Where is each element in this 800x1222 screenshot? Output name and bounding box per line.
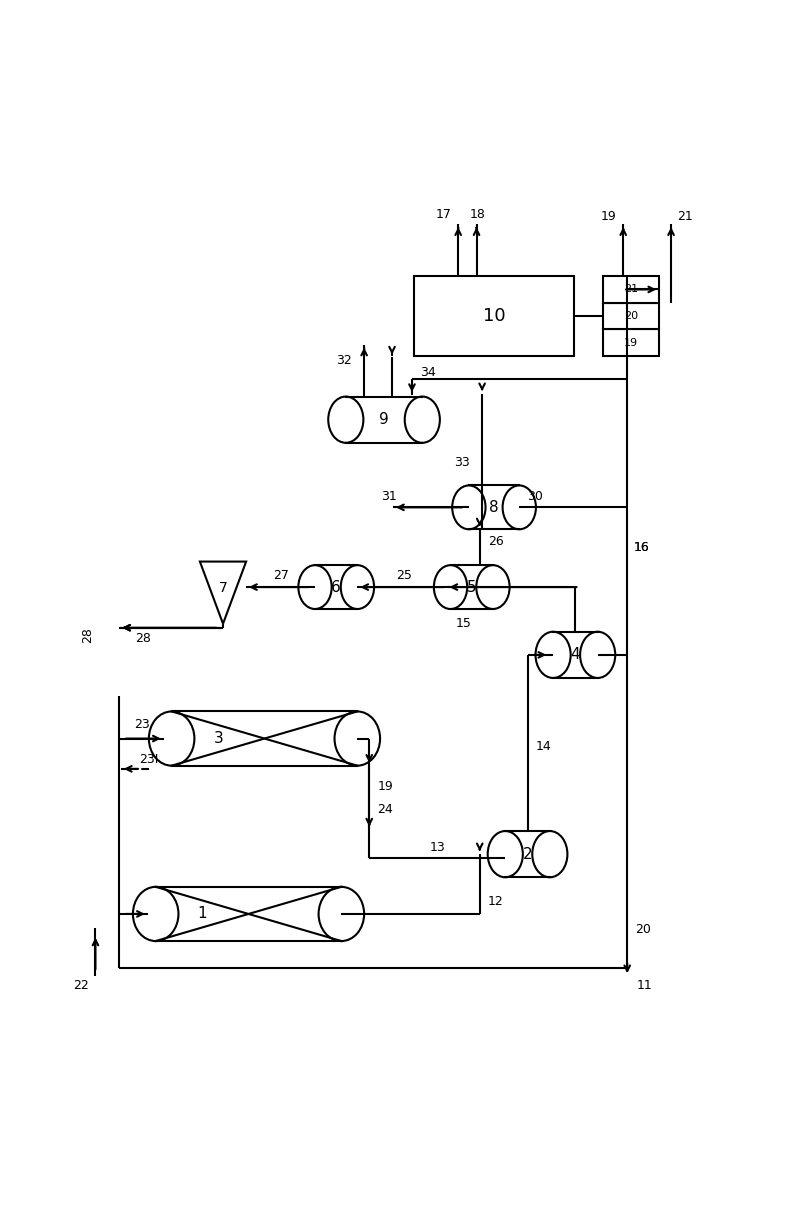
Text: 22: 22 — [74, 979, 89, 992]
Polygon shape — [172, 711, 358, 766]
Text: 16: 16 — [634, 540, 650, 554]
Ellipse shape — [328, 397, 363, 442]
Text: 13: 13 — [430, 841, 445, 854]
Ellipse shape — [434, 565, 467, 609]
Text: 6: 6 — [331, 579, 341, 595]
Polygon shape — [315, 565, 358, 609]
Text: 10: 10 — [482, 307, 506, 325]
Text: 25: 25 — [396, 568, 412, 582]
Polygon shape — [200, 562, 246, 623]
Text: 23I: 23I — [139, 753, 158, 766]
Text: 33: 33 — [454, 456, 470, 469]
Text: 8: 8 — [490, 500, 499, 514]
Text: 28: 28 — [135, 632, 151, 645]
Text: 5: 5 — [467, 579, 477, 595]
Text: 9: 9 — [379, 412, 389, 428]
Text: 21: 21 — [624, 285, 638, 295]
Text: 20: 20 — [624, 312, 638, 321]
Ellipse shape — [502, 485, 536, 529]
Polygon shape — [450, 565, 493, 609]
Ellipse shape — [476, 565, 510, 609]
Text: 2: 2 — [522, 847, 532, 862]
Ellipse shape — [535, 632, 570, 678]
Polygon shape — [506, 831, 550, 877]
Text: 32: 32 — [337, 354, 352, 367]
Text: 30: 30 — [527, 490, 543, 502]
Text: 11: 11 — [637, 979, 653, 992]
Text: 34: 34 — [420, 367, 436, 379]
Ellipse shape — [341, 565, 374, 609]
Polygon shape — [156, 887, 342, 941]
Ellipse shape — [334, 711, 380, 766]
Text: 19: 19 — [378, 780, 393, 793]
Text: 12: 12 — [488, 896, 503, 908]
Ellipse shape — [298, 565, 332, 609]
Text: 31: 31 — [382, 490, 397, 502]
Polygon shape — [553, 632, 598, 678]
Ellipse shape — [318, 887, 364, 941]
Polygon shape — [346, 397, 422, 442]
Bar — [603, 303, 659, 329]
Text: 3: 3 — [214, 731, 223, 747]
Ellipse shape — [149, 711, 194, 766]
Text: 20: 20 — [635, 924, 651, 936]
Text: 26: 26 — [488, 535, 503, 547]
Text: 27: 27 — [273, 568, 289, 582]
Ellipse shape — [580, 632, 615, 678]
Text: 15: 15 — [456, 617, 472, 629]
Ellipse shape — [452, 485, 486, 529]
Text: 7: 7 — [218, 580, 227, 595]
Text: 24: 24 — [378, 803, 393, 816]
Ellipse shape — [133, 887, 178, 941]
Polygon shape — [469, 485, 519, 529]
Bar — [414, 276, 574, 356]
Bar — [603, 329, 659, 356]
Text: 18: 18 — [470, 208, 486, 221]
Text: 19: 19 — [624, 337, 638, 347]
Text: 28: 28 — [81, 627, 94, 643]
Text: 4: 4 — [570, 648, 580, 662]
Text: 17: 17 — [436, 208, 452, 221]
Bar — [603, 276, 659, 303]
Text: 23: 23 — [134, 717, 150, 731]
Ellipse shape — [488, 831, 523, 877]
Text: 19: 19 — [601, 210, 617, 222]
Ellipse shape — [405, 397, 440, 442]
Ellipse shape — [532, 831, 567, 877]
Text: 21: 21 — [678, 210, 693, 222]
Text: 14: 14 — [535, 741, 551, 753]
Text: 16: 16 — [634, 540, 650, 554]
Text: 1: 1 — [198, 907, 207, 921]
